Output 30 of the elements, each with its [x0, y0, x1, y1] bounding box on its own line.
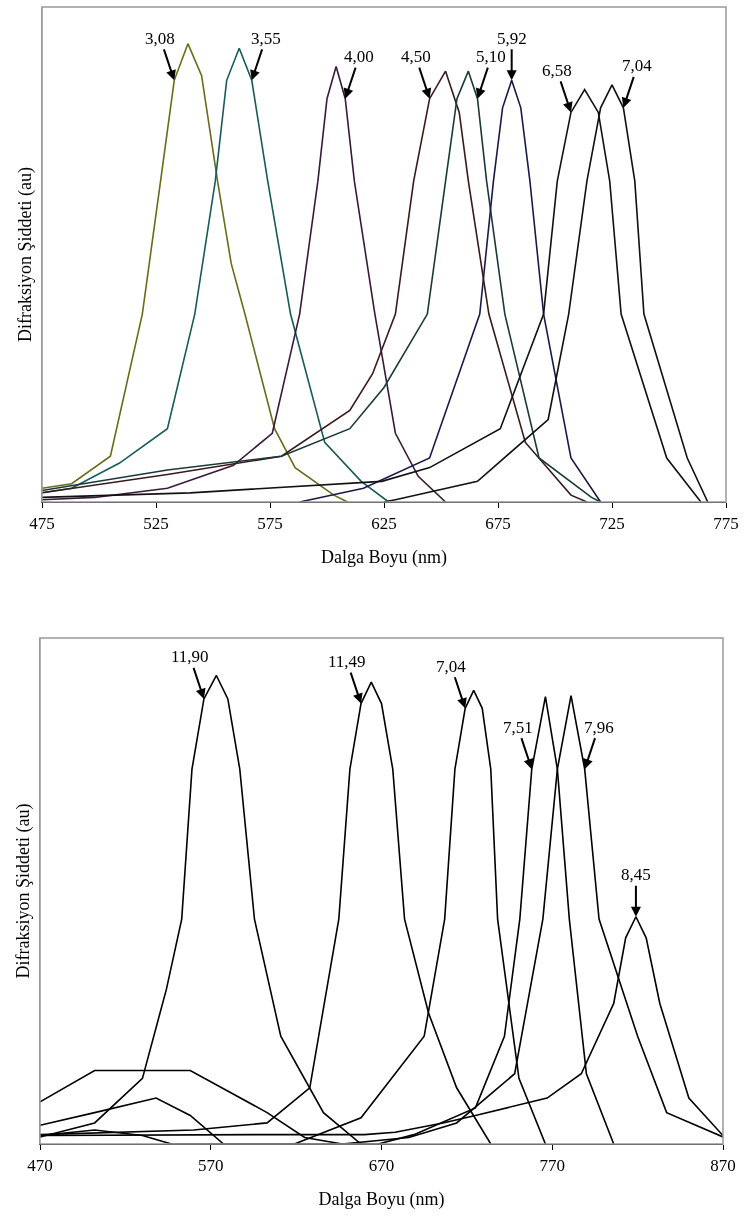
- annotation: 11,49: [328, 652, 366, 671]
- y-axis-title: Difraksiyon Şiddeti (au): [14, 167, 36, 342]
- annotation: 11,90: [171, 647, 209, 666]
- x-tick-label: 470: [27, 1155, 53, 1175]
- x-tick-label: 570: [198, 1155, 224, 1175]
- annotation: 7,96: [584, 718, 614, 737]
- x-axis-title: Dalga Boyu (nm): [321, 546, 447, 568]
- x-tick-label: 775: [713, 513, 739, 533]
- x-tick-label: 575: [257, 513, 283, 533]
- x-tick-label: 525: [143, 513, 169, 533]
- annotation: 7,04: [622, 56, 653, 75]
- annotation: 7,51: [503, 718, 533, 737]
- x-tick-label: 725: [599, 513, 625, 533]
- annotation: 4,50: [401, 47, 431, 66]
- x-tick-label: 770: [539, 1155, 565, 1175]
- x-tick-label: 625: [371, 513, 397, 533]
- annotation: 3,08: [145, 29, 175, 48]
- annotation: 5,92: [497, 29, 527, 48]
- y-axis-title: Difraksiyon Şiddeti (au): [12, 803, 34, 979]
- annotation: 5,10: [476, 47, 506, 66]
- annotation: 8,45: [621, 865, 651, 884]
- x-tick-label: 475: [29, 513, 55, 533]
- x-tick-label: 675: [485, 513, 511, 533]
- x-axis-title: Dalga Boyu (nm): [318, 1188, 445, 1210]
- annotation: 3,55: [251, 29, 281, 48]
- annotation: 4,00: [344, 47, 374, 66]
- x-tick-label: 870: [710, 1155, 736, 1175]
- annotation: 7,04: [436, 657, 467, 676]
- annotation: 6,58: [542, 61, 572, 80]
- x-tick-label: 670: [368, 1155, 395, 1175]
